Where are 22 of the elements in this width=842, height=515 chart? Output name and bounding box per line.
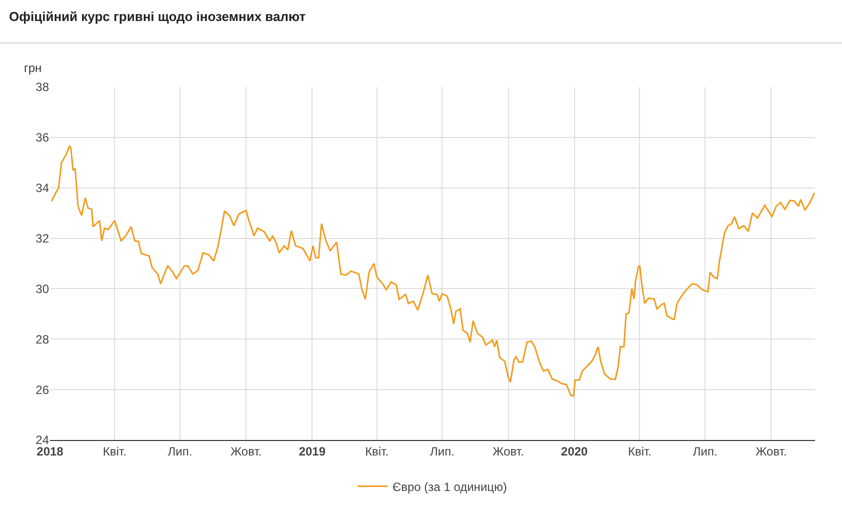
y-tick-label: 36 [36,130,50,145]
x-tick-label: Лип. [692,444,718,458]
legend-label: Євро (за 1 одиницю) [392,480,508,494]
x-tick-label: Лип. [430,444,454,458]
x-tick-label: Жовт. [492,444,524,458]
y-tick-label: 30 [36,282,50,296]
y-tick-label: 38 [36,80,50,94]
x-tick-label: 2019 [298,444,326,458]
y-tick-label: 32 [36,231,50,246]
x-tick-label: Лип. [168,444,192,458]
x-tick-label: 2020 [561,444,588,458]
x-tick-label: Жовт. [756,444,787,458]
x-tick-label: Квіт. [628,444,652,458]
y-tick-label: 28 [36,332,50,346]
y-axis-title: грн [24,61,42,75]
x-tick-label: Квіт. [365,444,389,458]
line-series [50,146,815,397]
chart-title: Офіційний курс гривні щодо іноземних валют [9,9,306,24]
x-tick-label: Жовт. [230,444,262,458]
y-tick-label: 34 [36,181,50,196]
y-tick-label: 26 [36,382,50,397]
x-tick-label: Квіт. [102,444,126,458]
